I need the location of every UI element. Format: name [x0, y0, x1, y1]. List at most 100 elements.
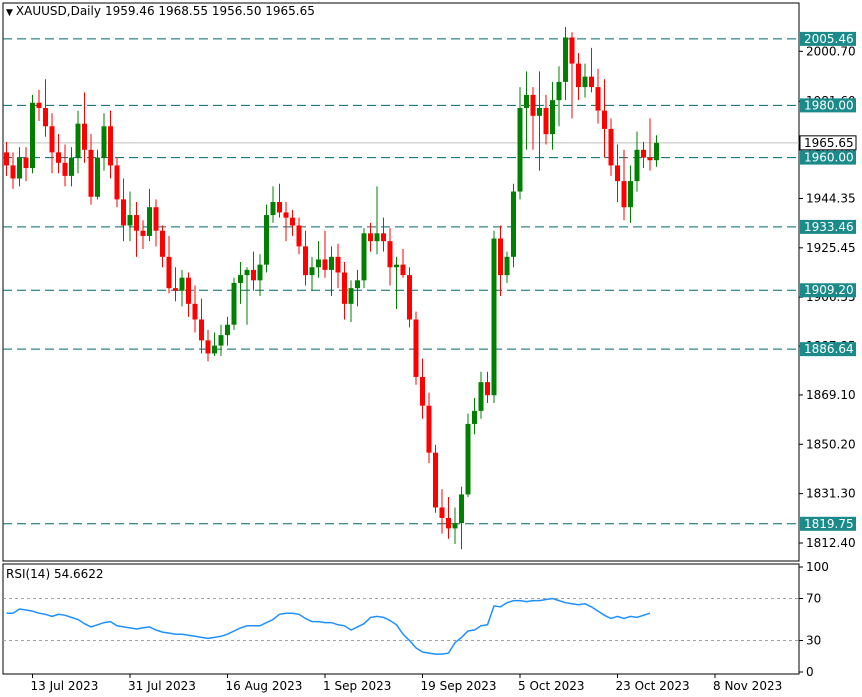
candle — [329, 246, 334, 296]
candle — [4, 141, 9, 176]
candle-body — [413, 319, 419, 377]
triangle-down-icon[interactable]: ▼ — [6, 8, 13, 18]
time-tick-label: 31 Jul 2023 — [128, 679, 196, 693]
candle — [615, 144, 620, 202]
candle-body — [426, 405, 432, 453]
candle-body — [550, 100, 555, 135]
candle — [283, 201, 289, 242]
level-tag-label: 1909.20 — [804, 283, 854, 297]
candle — [517, 87, 523, 200]
candle-body — [160, 230, 165, 257]
candle-body — [439, 507, 445, 518]
candle-body — [218, 335, 224, 346]
candle-body — [231, 282, 237, 325]
candle — [17, 147, 22, 187]
candle — [478, 371, 484, 419]
rsi-panel-frame — [2, 563, 800, 675]
candle-body — [121, 199, 126, 226]
candle-body — [270, 201, 276, 216]
candle-body — [212, 345, 217, 354]
candle — [251, 251, 256, 291]
candle — [147, 188, 152, 242]
candle-body — [407, 275, 412, 320]
candle — [140, 220, 146, 249]
candle-body — [621, 181, 627, 208]
candle — [43, 79, 48, 137]
candle — [654, 135, 659, 167]
candle-body — [537, 107, 542, 116]
candle-body — [420, 376, 425, 406]
time-tick-label: 16 Aug 2023 — [226, 679, 303, 693]
candle — [589, 47, 594, 93]
candle-body — [654, 142, 659, 161]
candle-body — [199, 319, 204, 341]
candle — [101, 113, 107, 171]
candle — [212, 332, 217, 357]
candle — [634, 131, 640, 192]
candle — [413, 311, 419, 385]
candle-body — [82, 123, 87, 150]
candle-body — [446, 517, 451, 529]
time-tick-label: 19 Sep 2023 — [421, 679, 497, 693]
level-tag-bg — [800, 150, 856, 165]
candle-body — [205, 340, 211, 354]
rsi-indicator[interactable]: 100 70 30 0 — [3, 560, 829, 679]
candle — [537, 71, 542, 171]
candle-body — [459, 494, 464, 524]
candle — [244, 267, 250, 325]
symbol-label: XAUUSD,Daily — [15, 4, 101, 18]
candle-body — [628, 181, 633, 208]
candle — [322, 230, 328, 278]
level-lines[interactable] — [3, 38, 799, 525]
time-tick-label: 13 Jul 2023 — [31, 679, 99, 693]
candle — [608, 118, 614, 176]
candle-body — [127, 215, 133, 226]
candle-body — [36, 102, 42, 108]
candle-body — [355, 280, 360, 289]
time-tick-label: 1 Sep 2023 — [323, 679, 391, 693]
candle — [134, 201, 139, 257]
candle — [628, 165, 633, 223]
candle — [225, 316, 230, 346]
rsi-tick-label: 70 — [806, 592, 821, 606]
candle-body — [361, 233, 367, 281]
rsi-label: RSI(14) 54.6622 — [6, 567, 104, 581]
candle — [426, 392, 432, 464]
rsi-line — [6, 597, 651, 655]
candle-body — [4, 152, 9, 166]
candle-body — [595, 87, 601, 111]
candle — [647, 118, 653, 171]
candle — [361, 228, 367, 289]
candle-body — [101, 126, 107, 158]
current-price-tag-bg — [799, 135, 857, 151]
candle-body — [543, 107, 549, 135]
candle — [290, 209, 295, 236]
candle-body — [335, 256, 341, 273]
level-tag-bg — [800, 516, 856, 531]
candle — [296, 217, 302, 255]
price-tick-label: 1812.40 — [806, 536, 856, 550]
candle — [75, 110, 81, 174]
candle-body — [108, 126, 113, 166]
candle — [563, 27, 568, 101]
rsi-tick-label: 30 — [806, 634, 821, 648]
candle-body — [368, 233, 373, 242]
candle — [108, 110, 113, 179]
candle — [400, 248, 406, 278]
candle-body — [225, 324, 230, 336]
price-tick-label: 1831.30 — [806, 487, 856, 501]
candle — [166, 235, 172, 294]
candle-body — [173, 288, 178, 291]
candles[interactable] — [4, 27, 659, 550]
candle-body — [641, 149, 646, 158]
candle — [153, 199, 159, 247]
candle-body — [309, 267, 315, 276]
candle-body — [530, 94, 536, 116]
price-tick-label: 1869.10 — [806, 388, 856, 402]
level-tag-label: 1933.46 — [804, 220, 854, 234]
time-tick-label: 23 Oct 2023 — [616, 679, 690, 693]
candle — [303, 230, 308, 286]
candle — [173, 267, 178, 302]
candle-body — [342, 272, 347, 304]
candle-body — [30, 102, 35, 169]
